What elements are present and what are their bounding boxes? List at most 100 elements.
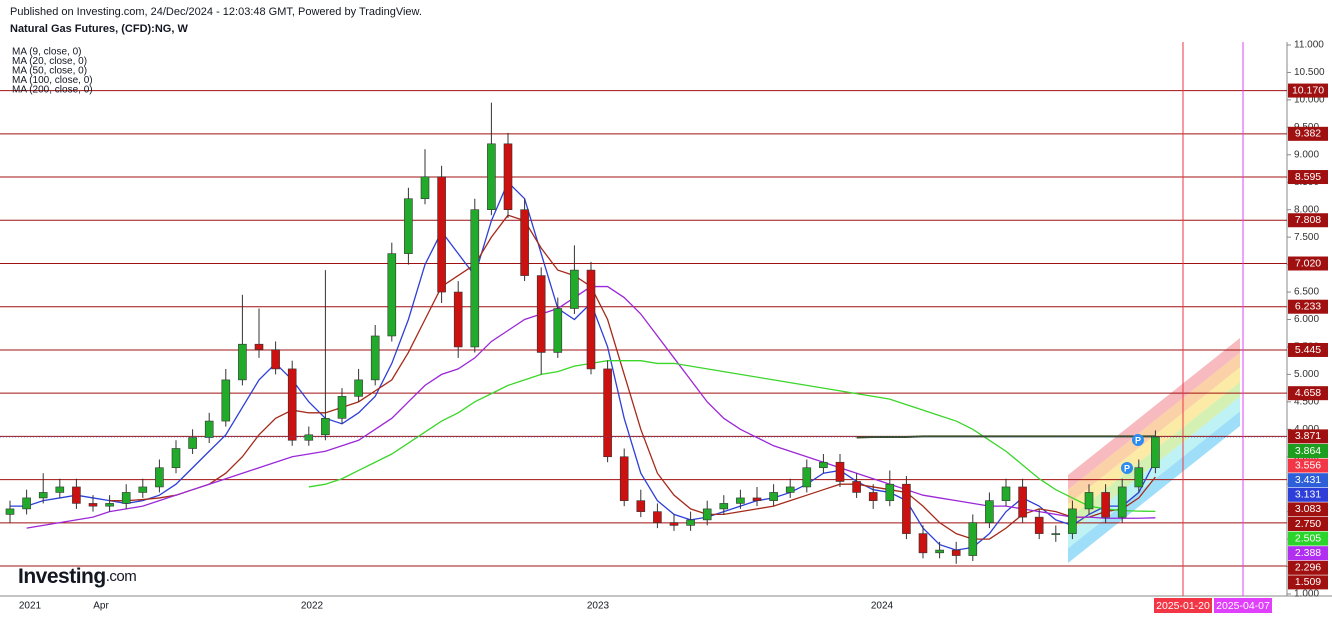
channel-band <box>1068 338 1240 490</box>
candle-body <box>453 291 463 348</box>
price-box <box>1288 342 1328 357</box>
price-box-label: 7.808 <box>1295 214 1321 226</box>
date-label: 2025-04-07 <box>1216 600 1270 612</box>
y-tick-label: 4.500 <box>1294 396 1319 407</box>
candle-body <box>404 198 413 254</box>
candle-body <box>437 176 446 293</box>
candle-body <box>370 335 380 381</box>
x-tick-label: Apr <box>93 601 109 612</box>
candle-body <box>918 533 928 554</box>
y-tick-label: 6.500 <box>1294 287 1319 298</box>
p-marker <box>1121 462 1133 474</box>
published: Published on Investing.com, 24/Dec/2024 … <box>10 6 422 18</box>
candle-body <box>669 522 679 526</box>
candle-body <box>603 368 612 458</box>
price-box <box>1288 386 1328 401</box>
y-tick-label: 6.000 <box>1294 314 1319 325</box>
date-box <box>1154 598 1212 613</box>
price-box-label: 2.505 <box>1295 532 1321 544</box>
p-marker-text: P <box>1124 463 1130 473</box>
price-box-label: 3.431 <box>1295 474 1321 486</box>
y-tick-label: 10.000 <box>1294 95 1325 106</box>
candle-body <box>985 500 994 523</box>
candle-body <box>1051 533 1061 535</box>
ma-line <box>10 181 1156 551</box>
candle-body <box>55 486 65 493</box>
price-box <box>1288 487 1328 502</box>
y-tick-label: 7.500 <box>1294 232 1319 243</box>
price-box-label: 3.083 <box>1295 503 1321 515</box>
candle-body <box>254 343 264 350</box>
ma-line <box>308 360 1156 513</box>
price-box-label: 4.658 <box>1295 387 1321 399</box>
y-tick-label: 11.000 <box>1294 40 1324 51</box>
candle-body <box>835 461 845 482</box>
y-tick-label: 1.000 <box>1294 589 1319 600</box>
price-box-label: 3.871 <box>1295 430 1321 442</box>
candle-body <box>271 349 280 370</box>
price-box-label: 6.233 <box>1295 300 1321 312</box>
price-box-label: 2.750 <box>1295 518 1321 530</box>
candle-body <box>752 497 762 501</box>
candle-body <box>88 503 98 507</box>
candle-body <box>951 549 961 556</box>
candle-body <box>105 503 114 507</box>
legend-entry: MA (9, close, 0) <box>12 47 81 58</box>
price-box <box>1288 546 1328 561</box>
legend-entry: MA (50, close, 0) <box>12 66 87 77</box>
candle-body <box>553 308 563 353</box>
y-tick-label: 9.000 <box>1294 149 1319 160</box>
candle-body <box>769 492 778 501</box>
candle-body <box>636 500 646 512</box>
price-box <box>1288 502 1328 517</box>
candle-body <box>420 176 430 200</box>
y-tick-label: 10.500 <box>1294 67 1325 78</box>
price-box-label: 9.382 <box>1295 128 1321 140</box>
candle-body <box>321 418 330 436</box>
candle-body <box>819 461 828 469</box>
candle-body <box>935 549 944 554</box>
candle-body <box>1134 467 1144 488</box>
price-box <box>1288 126 1328 141</box>
candle-body <box>968 522 978 556</box>
candle-body <box>38 492 48 499</box>
y-tick-label: 5.000 <box>1294 369 1319 380</box>
candle-body <box>171 448 181 469</box>
price-box <box>1288 170 1328 185</box>
candle-body <box>802 467 812 488</box>
price-box-label: 8.595 <box>1295 171 1321 183</box>
price-box-label: 2.296 <box>1295 562 1321 574</box>
candle-body <box>536 275 546 353</box>
price-box-label: 5.445 <box>1295 344 1321 356</box>
candle-body <box>1084 492 1094 510</box>
candle-body <box>221 379 231 422</box>
price-box-label: 3.131 <box>1295 489 1321 501</box>
candle-body <box>852 481 861 493</box>
price-box <box>1288 299 1328 314</box>
legend-entry: MA (100, close, 0) <box>12 75 93 86</box>
candle-body <box>287 368 297 441</box>
candle-body <box>653 511 662 523</box>
y-tick-label: 8.000 <box>1294 204 1319 215</box>
candle-body <box>1001 486 1011 501</box>
candle-body <box>570 269 579 309</box>
candle-body <box>736 497 745 504</box>
price-box-label: 10.170 <box>1292 84 1324 96</box>
candle-body <box>785 486 795 493</box>
x-tick-label: 2024 <box>871 601 894 612</box>
candle-body <box>902 483 911 534</box>
symbol: Natural Gas Futures, (CFD):NG, W <box>10 23 188 35</box>
price-box-label: 3.556 <box>1295 459 1321 471</box>
price-box <box>1288 83 1328 98</box>
price-box-label: 3.864 <box>1295 445 1321 457</box>
channel-band <box>1068 411 1240 563</box>
p-marker-text: P <box>1135 435 1141 445</box>
ma-line <box>109 214 1156 540</box>
price-box-label: 2.388 <box>1295 547 1321 559</box>
candle-body <box>354 379 363 397</box>
candle-body <box>619 456 629 501</box>
candle-body <box>1034 516 1044 534</box>
price-box-label: 7.020 <box>1295 257 1321 269</box>
candle-body <box>1101 492 1110 518</box>
legend-entry: MA (20, close, 0) <box>12 56 87 67</box>
